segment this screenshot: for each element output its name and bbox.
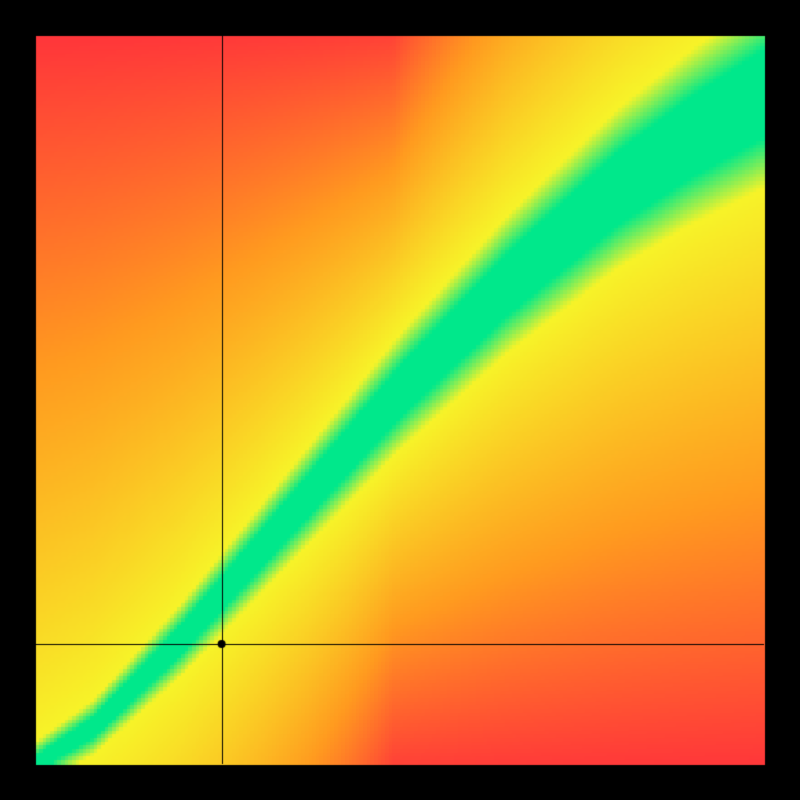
bottleneck-heatmap xyxy=(0,0,800,800)
chart-container: TheBottleneck.com xyxy=(0,0,800,800)
